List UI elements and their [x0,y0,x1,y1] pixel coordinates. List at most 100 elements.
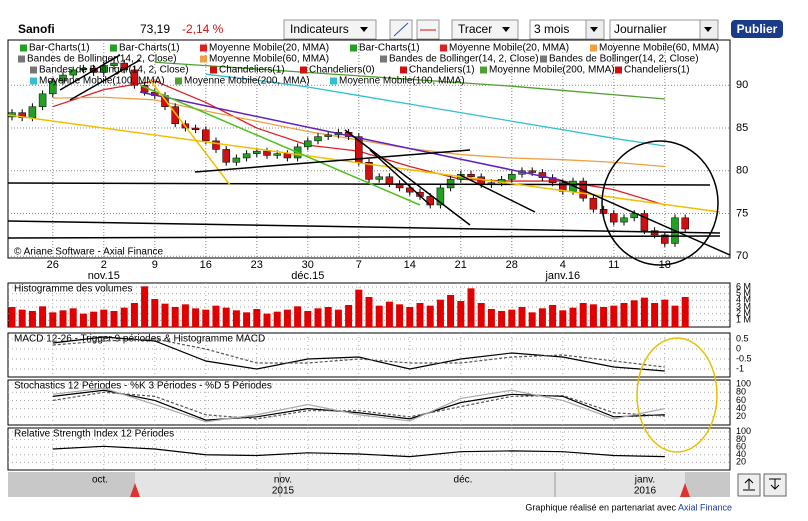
panel-frame [7,332,731,378]
footer-link[interactable]: Axial Finance [678,502,732,512]
candle-body [202,129,210,142]
volume-bar [538,308,546,327]
volume-bar [600,307,608,327]
volume-bar [651,303,659,327]
volume-bar [192,308,200,327]
candle-body [548,177,557,184]
legend-swatch [30,77,37,85]
y-tick-label: 80 [736,434,746,444]
draw-menu[interactable]: Tracer [451,19,519,40]
y-tick-label: 20 [736,457,746,467]
legend-swatch [380,55,387,63]
candle-body [314,136,322,142]
x-tick-label: 11 [608,259,619,271]
legend-swatch [615,66,622,74]
x-tick-label: 7 [356,259,362,271]
y-tick-label: 80 [736,387,746,397]
interval-label[interactable]: Journalier [614,22,667,36]
navigator-label: janv. [634,475,655,486]
volume-bar [457,301,465,327]
legend-swatch [590,44,597,52]
y-tick-label: 85 [736,122,748,134]
draw-label[interactable]: Tracer [458,22,492,36]
legend-label: Moyenne Mobile(20, MMA) [209,43,329,54]
y-tick-label: -0.5 [736,353,752,363]
moving-average [154,61,665,100]
copyright: © Ariane Software - Axial Finance [14,247,164,258]
publish-button[interactable]: Publier [731,20,783,38]
volume-bar [559,310,567,327]
y-tick-label: 75 [736,207,748,219]
legend-label: Bandes de Bollinger(14, 2, Close) [39,65,189,76]
volume-bar [640,297,648,327]
x-tick-label: 26 [47,259,59,271]
legend-label: Moyenne Mobile(100, MMA) [339,76,465,87]
candle-body [508,173,516,180]
indicator-line [52,338,665,368]
candle-body [589,197,598,210]
indicator-line [52,389,665,421]
period-select[interactable]: 3 mois [529,19,605,40]
y-tick-label: 70 [736,250,748,262]
legend-swatch [350,44,357,52]
volume-bar [202,309,210,327]
legend-swatch [480,66,487,74]
navigator-label: déc. [454,475,473,486]
volume-bar [324,307,332,327]
candle-body [385,176,394,184]
legend-swatch [200,55,207,63]
volume-bar [630,300,638,327]
print-button[interactable] [763,473,787,497]
legend-label: Bandes de Bollinger(14, 2, Close) [389,54,539,65]
volume-bar [508,309,516,327]
period-label[interactable]: 3 mois [534,22,569,36]
y-tick-label: -1 [736,363,744,373]
indicator-line [52,445,665,458]
x-tick-label: 2 [101,259,107,271]
legend-label: Chandeliers(1) [219,65,285,76]
candle-body [599,209,608,214]
indicators-menu[interactable]: Indicateurs [283,19,377,40]
volume-bar [467,288,475,327]
candle-body [436,187,445,206]
price: 73,19 [140,22,170,36]
legend-swatch [400,66,407,74]
y-tick-label: 5 M [736,288,751,298]
x-tick-label: 30 [302,259,314,271]
volume-bar [181,304,189,327]
indicator-line [52,391,665,420]
volume-bar [345,305,353,327]
volume-bar [477,303,485,327]
candle-body [375,176,383,180]
navigator-label: nov. [274,475,292,486]
x-tick-label: 16 [200,259,212,271]
publish-label[interactable]: Publier [737,22,778,36]
x-tick-label: 4 [560,259,566,271]
hline-tool[interactable] [416,19,440,40]
legend-label: Bar-Charts(1) [29,43,90,54]
legend-label: Bar-Charts(1) [359,43,420,54]
candle-body [232,157,241,163]
candle-body [263,150,271,156]
legend-swatch [18,55,25,63]
legend-swatch [30,66,37,74]
y-tick-label: 0 [736,343,741,353]
indicators-label[interactable]: Indicateurs [290,22,349,36]
candle-body [49,80,57,95]
volume-bar [90,311,98,327]
y-tick-label: 100 [736,426,751,436]
navigator-window[interactable] [135,472,685,497]
volume-bar [304,311,312,327]
candle-body [528,170,536,173]
line-tool[interactable] [389,19,413,40]
interval-select[interactable]: Journalier [609,19,719,40]
legend-swatch [175,77,182,85]
volume-bar [49,312,57,327]
volume-bar [222,307,230,327]
volume-bar [416,303,424,327]
volume-bar [365,297,373,327]
export-button[interactable] [737,473,761,497]
candle-body [100,65,108,73]
volume-bar [243,312,251,327]
